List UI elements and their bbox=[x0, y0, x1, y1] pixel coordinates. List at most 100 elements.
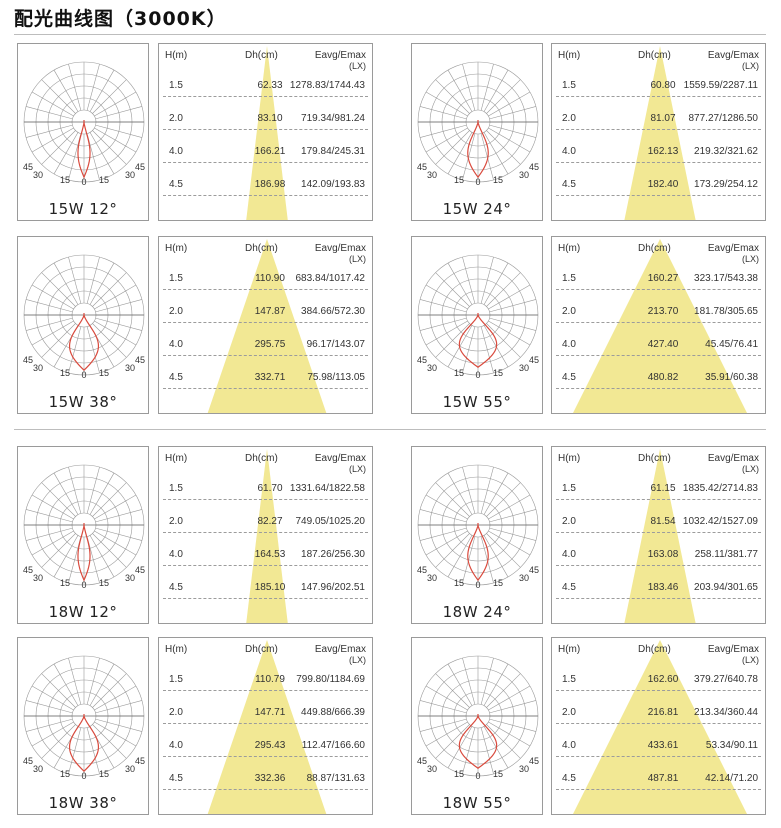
table-row: 1.5 162.60 379.27/640.78 bbox=[552, 674, 765, 690]
polar-chart: 45 30 15 0 15 30 45 18W 12° bbox=[17, 446, 149, 624]
light-distribution-curve bbox=[458, 714, 498, 769]
polar-spoke bbox=[419, 700, 467, 714]
polar-spoke bbox=[86, 63, 100, 111]
polar-spoke bbox=[435, 79, 470, 114]
polar-spoke bbox=[68, 727, 82, 775]
polar-spoke bbox=[53, 262, 79, 305]
polar-spoke bbox=[31, 530, 74, 556]
table-row: 4.0 163.08 258.11/381.77 bbox=[552, 549, 765, 565]
polar-spoke bbox=[94, 284, 137, 310]
row-separator bbox=[163, 789, 368, 790]
row-diameter: 61.70 bbox=[257, 483, 283, 494]
beam-cone-shape bbox=[573, 239, 747, 413]
row-height: 4.5 bbox=[169, 179, 183, 190]
polar-spoke bbox=[419, 299, 467, 313]
polar-spoke bbox=[53, 69, 79, 112]
row-illuminance: 35.91/60.38 bbox=[705, 372, 758, 383]
beam-cone bbox=[573, 239, 747, 413]
polar-spoke bbox=[489, 124, 537, 138]
angle-label: 45 bbox=[23, 355, 33, 365]
row-diameter: 427.40 bbox=[647, 339, 679, 350]
row-diameter: 81.07 bbox=[650, 113, 676, 124]
table-row: 1.5 110.79 799.80/1184.69 bbox=[159, 674, 372, 690]
col-header-eavg-text: Eavg/Emax bbox=[707, 453, 759, 464]
angle-label: 15 bbox=[60, 175, 70, 185]
divider bbox=[14, 429, 766, 430]
col-header-h: H(m) bbox=[558, 243, 581, 254]
col-header-eavg: Eavg/Emax (LX) bbox=[315, 50, 366, 72]
row-height: 4.0 bbox=[169, 549, 183, 560]
divider bbox=[14, 34, 766, 35]
col-header-unit: (LX) bbox=[741, 61, 759, 71]
polar-spoke bbox=[486, 323, 521, 358]
polar-spoke bbox=[447, 663, 473, 706]
angle-label: 45 bbox=[23, 756, 33, 766]
row-diameter: 332.36 bbox=[254, 773, 286, 784]
angle-label: 45 bbox=[135, 162, 145, 172]
polar-spoke bbox=[447, 472, 473, 515]
row-separator bbox=[556, 322, 761, 323]
row-diameter: 162.13 bbox=[647, 146, 679, 157]
col-header-eavg: Eavg/Emax (LX) bbox=[315, 453, 366, 475]
polar-spoke bbox=[489, 527, 537, 541]
row-separator bbox=[556, 723, 761, 724]
polar-spoke bbox=[447, 535, 473, 578]
polar-spoke bbox=[31, 494, 74, 520]
row-illuminance: 683.84/1017.42 bbox=[295, 273, 365, 284]
beam-cone bbox=[573, 640, 747, 814]
row-illuminance: 219.32/321.62 bbox=[694, 146, 758, 157]
col-header-eavg-text: Eavg/Emax bbox=[707, 50, 759, 61]
angle-label: 30 bbox=[519, 170, 529, 180]
polar-spoke bbox=[462, 727, 476, 775]
polar-spoke bbox=[25, 718, 73, 732]
col-header-eavg: Eavg/Emax (LX) bbox=[708, 644, 759, 666]
polar-spoke bbox=[462, 133, 476, 181]
polar-spoke bbox=[25, 106, 73, 120]
polar-spoke bbox=[483, 535, 509, 578]
polar-spoke bbox=[31, 320, 74, 346]
row-height: 1.5 bbox=[562, 273, 576, 284]
row-separator bbox=[556, 195, 761, 196]
polar-spoke bbox=[488, 320, 531, 346]
beam-cone-shape bbox=[246, 46, 288, 220]
col-header-eavg-text: Eavg/Emax bbox=[707, 243, 759, 254]
light-distribution-curve bbox=[77, 523, 91, 582]
angle-label: 45 bbox=[417, 756, 427, 766]
polar-spoke bbox=[94, 127, 137, 153]
polar-spoke bbox=[488, 284, 531, 310]
row-separator bbox=[163, 565, 368, 566]
polar-spoke bbox=[462, 326, 476, 374]
beam-cone-shape bbox=[207, 239, 327, 413]
row-illuminance: 1559.59/2287.11 bbox=[683, 80, 758, 91]
polar-spoke bbox=[480, 326, 494, 374]
col-header-unit: (LX) bbox=[348, 655, 366, 665]
polar-spoke bbox=[94, 685, 137, 711]
polar-spoke bbox=[480, 256, 494, 304]
row-separator bbox=[556, 355, 761, 356]
row-height: 4.5 bbox=[169, 582, 183, 593]
row-height: 4.0 bbox=[562, 549, 576, 560]
polar-spoke bbox=[419, 718, 467, 732]
row-illuminance: 719.34/981.24 bbox=[301, 113, 365, 124]
polar-spoke bbox=[89, 69, 115, 112]
polar-spoke bbox=[31, 685, 74, 711]
angle-label: 30 bbox=[33, 764, 43, 774]
row-illuminance: 203.94/301.65 bbox=[694, 582, 758, 593]
col-header-dh: Dh(cm) bbox=[638, 243, 671, 254]
row-height: 1.5 bbox=[169, 80, 183, 91]
table-row: 4.0 433.61 53.34/90.11 bbox=[552, 740, 765, 756]
polar-spoke bbox=[489, 509, 537, 523]
polar-spoke bbox=[89, 472, 115, 515]
row-separator bbox=[556, 162, 761, 163]
angle-label: 45 bbox=[529, 565, 539, 575]
polar-spoke bbox=[92, 724, 127, 759]
row-separator bbox=[163, 723, 368, 724]
page-title: 配光曲线图（3000K） bbox=[14, 8, 227, 30]
light-distribution-curve bbox=[68, 313, 100, 372]
chart-label: 18W 55° bbox=[442, 794, 512, 812]
angle-label: 0 bbox=[81, 177, 86, 187]
angle-label: 30 bbox=[33, 573, 43, 583]
polar-spoke bbox=[419, 509, 467, 523]
col-header-unit: (LX) bbox=[348, 61, 366, 71]
